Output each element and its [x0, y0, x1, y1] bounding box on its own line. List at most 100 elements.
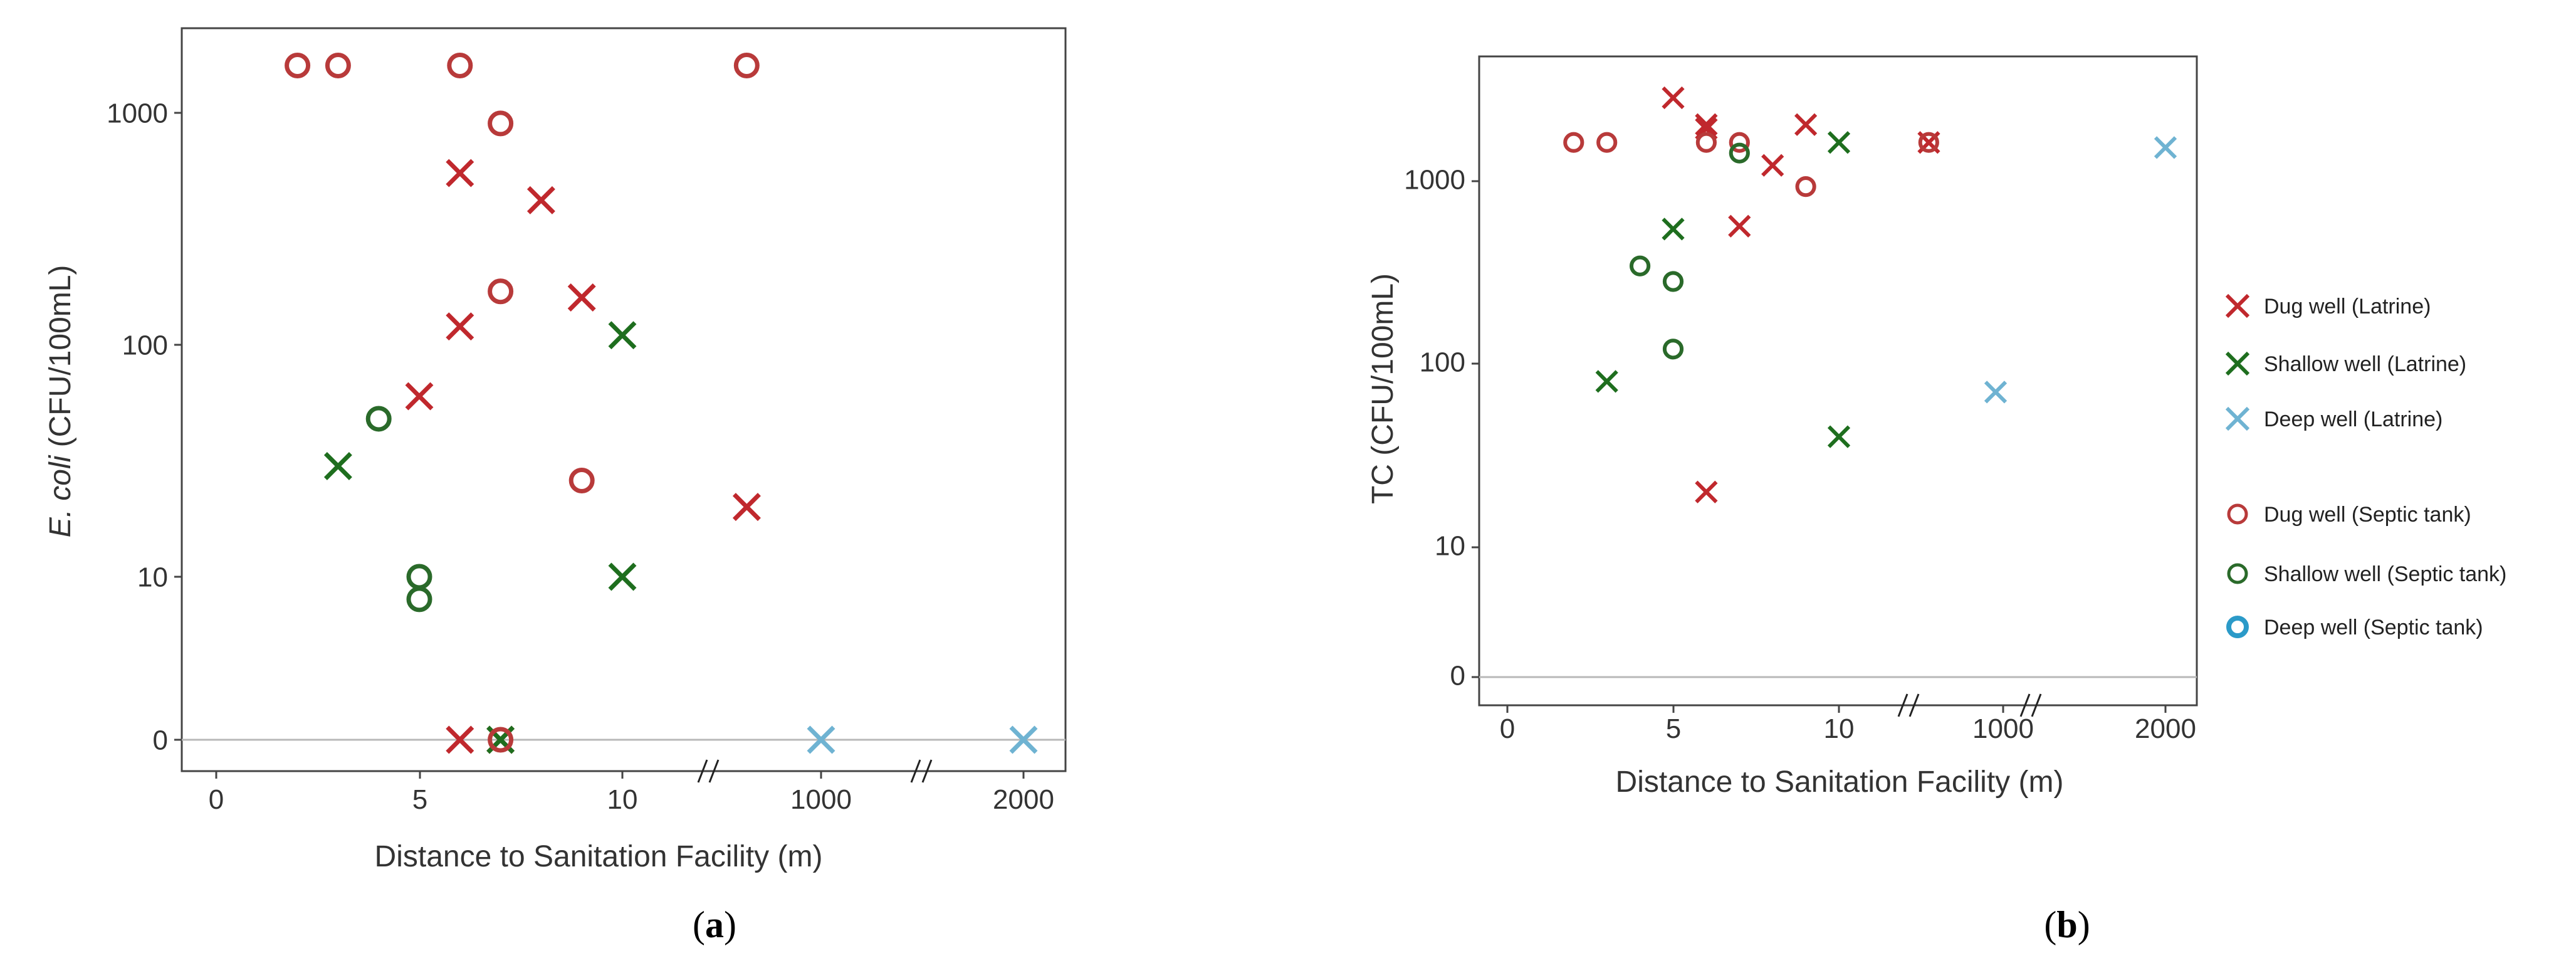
data-point-dug-latrine	[1794, 113, 1818, 136]
data-point-shallow-latrine	[323, 451, 352, 480]
data-point-deep-latrine	[2154, 136, 2177, 159]
panel-label: (b)	[2044, 904, 2090, 945]
y-axis-label: TC (CFU/100mL)	[1366, 273, 1400, 504]
data-point-dug-latrine	[526, 186, 555, 214]
x-tick-label: 10	[607, 784, 638, 815]
y-axis-label-rest: (CFU/100mL)	[44, 265, 77, 456]
legend-item-dug-latrine: Dug well (Latrine)	[2225, 293, 2431, 318]
panel-label-open: (	[693, 904, 705, 945]
data-point-dug-septic	[488, 110, 514, 137]
legend-label: Dug well (Septic tank)	[2264, 503, 2471, 527]
axis-break-stroke-1	[910, 759, 921, 783]
data-point-dug-latrine	[1728, 214, 1751, 238]
data-point-dug-septic	[1918, 132, 1939, 153]
x-tick-label: 5	[1666, 713, 1681, 744]
data-point-dug-septic	[1563, 132, 1584, 153]
data-point-dug-septic	[733, 52, 760, 78]
x-axis-label: Distance to Sanitation Facility (m)	[375, 840, 823, 873]
data-point-dug-latrine	[732, 493, 761, 522]
data-point-shallow-septic	[1662, 339, 1684, 360]
data-point-dug-latrine-stroke-2	[1695, 113, 1718, 136]
data-point-dug-septic	[1729, 132, 1750, 153]
y-tick-label: 0	[1450, 661, 1465, 691]
data-point-dug-latrine-stroke-2	[446, 725, 474, 754]
data-point-deep-latrine-stroke-2	[2154, 136, 2177, 159]
axis-break-stroke-2	[921, 759, 933, 783]
y-axis-label-italic: E. coli	[44, 455, 77, 537]
data-point-deep-latrine	[807, 725, 835, 754]
data-point-shallow-latrine-stroke-2	[1827, 131, 1851, 154]
data-point-dug-latrine	[446, 159, 474, 187]
data-point-shallow-latrine	[1827, 425, 1851, 448]
y-tick-label: 10	[137, 562, 168, 592]
data-point-dug-latrine	[1761, 154, 1784, 177]
legend-marker-o	[2227, 503, 2248, 525]
data-point-dug-septic	[1596, 132, 1618, 153]
data-point-dug-latrine-stroke-2	[567, 283, 596, 312]
panel-label-letter: a	[705, 904, 724, 945]
legend-item-shallow-septic: Shallow well (Septic tank)	[2227, 562, 2506, 586]
data-point-dug-latrine	[446, 725, 474, 754]
data-point-deep-latrine-stroke-2	[1009, 725, 1038, 754]
data-point-dug-latrine-stroke-2	[446, 312, 474, 341]
panel-label-open: (	[2044, 904, 2056, 945]
axis-break-stroke-2	[1908, 693, 1920, 717]
panel-label-letter: b	[2056, 904, 2077, 945]
legend-item-deep-latrine: Deep well (Latrine)	[2225, 406, 2442, 431]
axis-break-stroke-1	[697, 759, 708, 783]
data-point-dug-latrine	[1695, 480, 1718, 503]
data-point-shallow-latrine-stroke-2	[608, 321, 637, 350]
data-point-shallow-latrine	[608, 321, 637, 350]
legend-label: Deep well (Latrine)	[2264, 408, 2442, 431]
y-tick-label: 10	[1435, 531, 1465, 562]
legend-label: Dug well (Latrine)	[2264, 295, 2431, 318]
data-point-deep-latrine	[1984, 381, 2008, 404]
legend-label: Shallow well (Latrine)	[2264, 352, 2466, 376]
y-tick-label: 1000	[1404, 165, 1465, 196]
x-tick-label: 0	[1500, 713, 1515, 744]
data-point-dug-latrine-stroke-2	[405, 382, 434, 411]
data-point-dug-latrine-stroke-2	[446, 159, 474, 187]
x-axis-label: Distance to Sanitation Facility (m)	[1616, 765, 2064, 799]
x-tick-label: 0	[209, 784, 224, 815]
axis-break-mark	[697, 759, 720, 783]
panel-label: (a)	[693, 904, 736, 945]
data-point-shallow-septic	[406, 586, 432, 613]
data-point-shallow-septic	[406, 564, 432, 590]
data-point-shallow-latrine-stroke-2	[323, 451, 352, 480]
data-point-deep-latrine-stroke-2	[1984, 381, 2008, 404]
y-tick-label: 100	[1420, 347, 1465, 378]
legend-marker-x	[2225, 293, 2250, 318]
data-point-dug-latrine-stroke-2	[1761, 154, 1784, 177]
legend-item-dug-septic: Dug well (Septic tank)	[2227, 503, 2471, 527]
x-tick-label: 1000	[1972, 713, 2034, 744]
legend-marker-x	[2225, 351, 2250, 376]
axis-break-stroke-2	[2031, 693, 2042, 717]
data-point-dug-latrine-stroke-2	[1728, 214, 1751, 238]
data-point-dug-latrine	[446, 312, 474, 341]
data-point-dug-latrine	[1662, 86, 1685, 110]
data-point-shallow-latrine	[1595, 370, 1618, 393]
data-point-dug-septic	[325, 52, 351, 78]
plot-frame	[181, 27, 1067, 772]
data-point-dug-latrine	[405, 382, 434, 411]
legend-label: Deep well (Septic tank)	[2264, 616, 2483, 639]
data-point-dug-latrine-stroke-2	[1662, 86, 1685, 110]
data-point-deep-latrine-stroke-2	[807, 725, 835, 754]
data-point-dug-septic	[447, 52, 473, 78]
x-tick-label: 5	[412, 784, 427, 815]
data-point-shallow-septic	[365, 406, 392, 432]
data-point-shallow-septic	[1662, 271, 1684, 292]
data-point-deep-latrine	[1009, 725, 1038, 754]
data-point-dug-latrine	[1695, 113, 1718, 136]
y-tick-label: 100	[122, 330, 168, 360]
chart-legend: Dug well (Latrine) Shallow well (Latrine)…	[2225, 293, 2506, 639]
x-tick-label: 10	[1824, 713, 1855, 744]
data-point-shallow-septic	[1630, 255, 1651, 276]
plot-frame	[1478, 55, 2198, 707]
data-point-dug-latrine-stroke-2	[526, 186, 555, 214]
axis-break-mark	[910, 759, 933, 783]
data-point-shallow-latrine	[1827, 131, 1851, 154]
axis-break-stroke-2	[708, 759, 720, 783]
data-point-dug-septic	[488, 727, 514, 753]
